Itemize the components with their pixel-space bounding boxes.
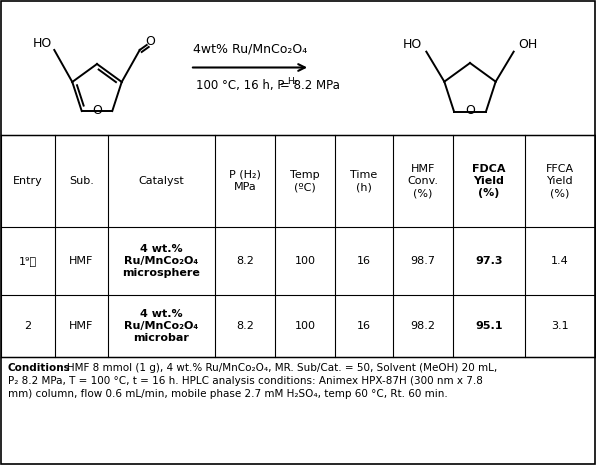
Text: HMF: HMF [69,256,94,266]
Text: O: O [145,35,155,48]
Text: P₂ 8.2 MPa, T = 100 °C, t = 16 h. HPLC analysis conditions: Animex HPX-87H (300 : P₂ 8.2 MPa, T = 100 °C, t = 16 h. HPLC a… [8,376,483,386]
Text: 16: 16 [357,256,371,266]
Text: = 8.2 MPa: = 8.2 MPa [280,79,340,92]
Text: P (H₂)
MPa: P (H₂) MPa [229,170,261,192]
Text: 98.7: 98.7 [411,256,436,266]
Text: 4 wt.%
Ru/MnCo₂O₄
microsphere: 4 wt.% Ru/MnCo₂O₄ microsphere [123,244,200,279]
Text: HMF: HMF [69,321,94,331]
Text: 2: 2 [24,321,32,331]
Text: Time
(h): Time (h) [350,170,378,192]
Text: FDCA
Yield
(%): FDCA Yield (%) [472,164,506,199]
Text: 3.1: 3.1 [551,321,569,331]
Text: HMF
Conv.
(%): HMF Conv. (%) [408,164,439,199]
Text: 98.2: 98.2 [411,321,436,331]
Text: 100: 100 [294,321,315,331]
Text: 8.2: 8.2 [236,256,254,266]
Text: 4wt% Ru/MnCo₂O₄: 4wt% Ru/MnCo₂O₄ [193,43,307,56]
Text: 97.3: 97.3 [475,256,503,266]
Text: H₂: H₂ [287,77,297,86]
Text: 1.4: 1.4 [551,256,569,266]
Text: O: O [92,104,102,117]
Text: Sub.: Sub. [69,176,94,186]
Text: Conditions: Conditions [8,363,71,373]
Text: Catalyst: Catalyst [139,176,184,186]
Text: Temp
(ºC): Temp (ºC) [290,170,320,192]
Text: 100 °C, 16 h, P: 100 °C, 16 h, P [196,79,284,92]
Text: 4 wt.%
Ru/MnCo₂O₄
microbar: 4 wt.% Ru/MnCo₂O₄ microbar [125,309,198,343]
Text: O: O [465,104,475,117]
Text: Entry: Entry [13,176,43,186]
Text: 16: 16 [357,321,371,331]
Text: 8.2: 8.2 [236,321,254,331]
Text: 1⁹⧠: 1⁹⧠ [19,256,37,266]
Text: 100: 100 [294,256,315,266]
Text: FFCA
Yield
(%): FFCA Yield (%) [546,164,574,199]
Text: 95.1: 95.1 [475,321,503,331]
Text: OH: OH [518,38,538,51]
Text: HO: HO [403,38,422,51]
Text: mm) column, flow 0.6 mL/min, mobile phase 2.7 mM H₂SO₄, temp 60 °C, Rt. 60 min.: mm) column, flow 0.6 mL/min, mobile phas… [8,389,448,399]
Text: : HMF 8 mmol (1 g), 4 wt.% Ru/MnCo₂O₄, MR. Sub/Cat. = 50, Solvent (MeOH) 20 mL,: : HMF 8 mmol (1 g), 4 wt.% Ru/MnCo₂O₄, M… [60,363,497,373]
Text: HO: HO [33,38,52,51]
